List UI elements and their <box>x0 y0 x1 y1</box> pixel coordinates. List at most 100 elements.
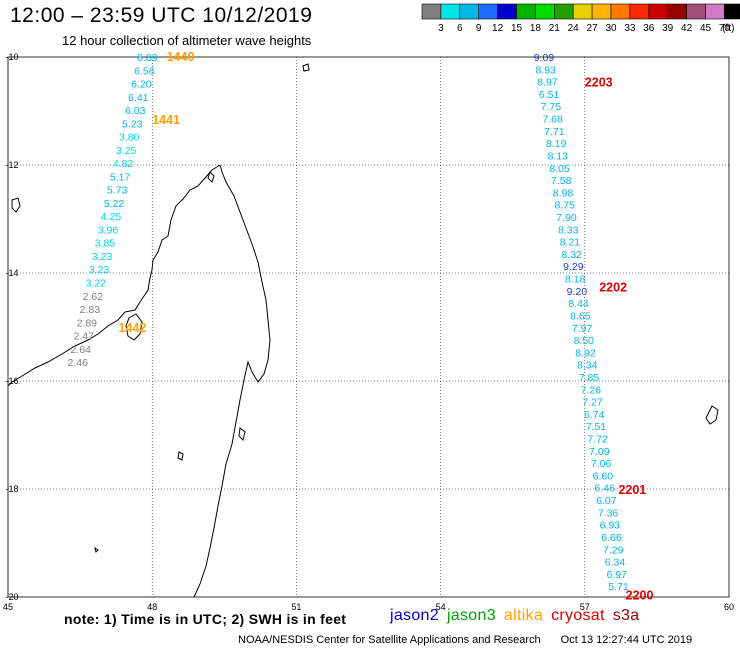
latitude-tick-label: -12 <box>5 160 18 170</box>
legend-label: 27 <box>587 23 599 34</box>
wave-height-value: 6.20 <box>131 79 152 91</box>
credit-line: NOAA/NESDIS Center for Satellite Applica… <box>238 634 692 646</box>
generated-timestamp: Oct 13 12:27:44 UTC 2019 <box>560 634 693 646</box>
wave-height-value: 7.71 <box>544 126 565 138</box>
wave-height-value: 3.23 <box>89 264 110 276</box>
map-frame <box>7 56 730 598</box>
wave-height-value: 2.64 <box>71 344 92 356</box>
wave-height-value: 6.34 <box>605 557 626 569</box>
wave-height-value: 8.97 <box>537 77 558 89</box>
legend-label: 18 <box>530 23 542 34</box>
wave-height-value: 8.34 <box>577 360 598 372</box>
coastline <box>207 171 215 183</box>
coastline <box>7 164 221 387</box>
wave-height-value: 6.51 <box>539 89 560 101</box>
wave-height-value: 2.47 <box>74 331 95 343</box>
satellite-name: s3a <box>612 607 640 624</box>
wave-height-value: 2.83 <box>80 304 101 316</box>
wave-height-value: 8.05 <box>549 163 570 175</box>
longitude-tick-label: 45 <box>3 602 13 612</box>
wave-height-value: 8.93 <box>535 64 556 76</box>
wave-height-value: 8.33 <box>558 224 579 236</box>
wave-height-value: 8.18 <box>565 274 586 286</box>
legend-unit: (ft) <box>722 23 734 34</box>
wave-height-value: 6.97 <box>606 569 627 581</box>
satellite-name: cryosat <box>551 607 605 624</box>
wave-height-value: 5.71 <box>608 581 629 593</box>
wave-height-value: 6.74 <box>584 409 605 421</box>
coastline <box>238 427 246 441</box>
wave-height-value: 8.92 <box>575 347 596 359</box>
wave-height-value: 3.23 <box>92 251 113 263</box>
satellite-name: altika <box>503 607 544 624</box>
wave-height-value: 7.85 <box>579 372 600 384</box>
satellite-name: jason3 <box>446 607 496 624</box>
wave-height-value: 3.25 <box>116 145 137 157</box>
wave-height-value: 6.03 <box>125 105 146 117</box>
wave-height-value: 7.06 <box>591 458 612 470</box>
wave-height-value: 7.72 <box>587 434 608 446</box>
legend-label: 36 <box>643 23 655 34</box>
wave-height-value: 8.98 <box>553 187 574 199</box>
wave-height-value: 6.07 <box>596 495 617 507</box>
legend-label: 42 <box>681 23 693 34</box>
pass-time-label: 1442 <box>119 321 147 335</box>
wave-height-value: 4.82 <box>113 158 134 170</box>
wave-height-value: 9.09 <box>534 52 555 64</box>
wave-height-value: 8.13 <box>548 150 569 162</box>
wave-height-value: 7.26 <box>581 384 602 396</box>
coastline <box>705 405 719 425</box>
legend-label: 12 <box>492 23 504 34</box>
latitude-tick-label: -20 <box>5 592 18 602</box>
longitude-tick-label: 54 <box>436 602 446 612</box>
wave-height-value: 9.29 <box>563 261 584 273</box>
wave-height-value: 6.93 <box>600 520 621 532</box>
map-title: 12:00 – 23:59 UTC 10/12/2019 <box>10 4 313 27</box>
wave-height-value: 5.17 <box>110 171 131 183</box>
wave-height-value: 7.97 <box>572 323 593 335</box>
wave-height-value: 2.89 <box>77 317 98 329</box>
pass-time-label: 2202 <box>599 281 627 295</box>
legend-label: 3 <box>438 23 444 34</box>
wave-height-value: 7.09 <box>589 446 610 458</box>
coastline <box>11 197 21 213</box>
latitude-tick-label: -18 <box>5 484 18 494</box>
legend-label: 33 <box>624 23 636 34</box>
longitude-tick-label: 60 <box>724 602 734 612</box>
coastline <box>177 451 184 461</box>
longitude-tick-label: 48 <box>147 602 157 612</box>
satellite-legend: jason2 jason3 altika cryosat s3a <box>390 607 647 625</box>
wave-height-value: 6.66 <box>601 532 622 544</box>
legend-swatch <box>724 3 740 20</box>
latitude-tick-label: -16 <box>5 376 18 386</box>
footer-note: note: 1) Time is in UTC; 2) SWH is in fe… <box>64 611 347 627</box>
wave-height-value: 5.23 <box>122 118 143 130</box>
wave-height-value: 5.22 <box>104 198 125 210</box>
wave-height-value: 8.50 <box>574 335 595 347</box>
wave-height-value: 7.36 <box>598 507 619 519</box>
wave-height-value: 6.41 <box>128 92 149 104</box>
legend-label: 9 <box>476 23 482 34</box>
legend-label: 6 <box>457 23 463 34</box>
legend-label: 39 <box>662 23 674 34</box>
pass-time-label: 1441 <box>152 113 180 127</box>
legend-label: 24 <box>568 23 580 34</box>
coastline <box>193 164 271 598</box>
wave-height-value: 7.29 <box>603 544 624 556</box>
legend-label: 30 <box>605 23 617 34</box>
wave-height-value: 6.56 <box>134 65 155 77</box>
wave-height-value: 6.46 <box>594 483 615 495</box>
wave-height-value: 7.75 <box>541 101 562 113</box>
legend-label: 45 <box>700 23 712 34</box>
longitude-tick-label: 51 <box>291 602 301 612</box>
wave-height-value: 8.75 <box>555 200 576 212</box>
map-subtitle: 12 hour collection of altimeter wave hei… <box>62 33 312 48</box>
coastline <box>302 63 310 72</box>
wave-height-value: 2.46 <box>67 357 88 369</box>
longitude-tick-label: 57 <box>580 602 590 612</box>
pass-time-label: 1440 <box>167 50 195 64</box>
pass-time-label: 2203 <box>585 75 613 89</box>
coastline <box>94 546 99 553</box>
color-legend: 3 6 9 12 15 18 21 24 27 30 33 36 39 42 45 70(ft) <box>421 3 740 34</box>
